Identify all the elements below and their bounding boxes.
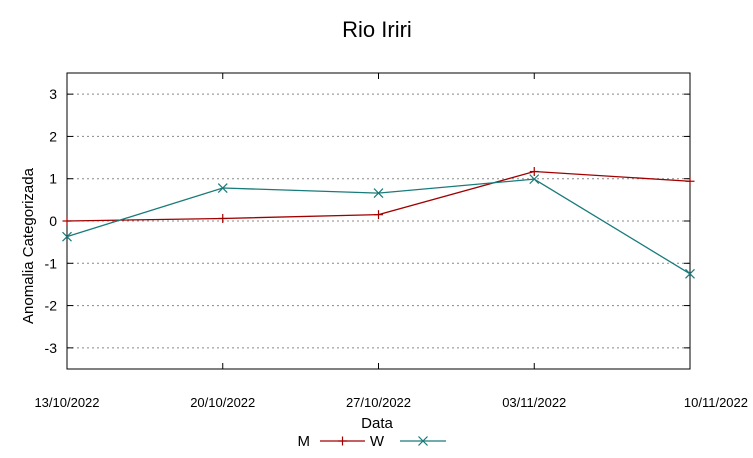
- chart-title: Rio Iriri: [342, 17, 412, 42]
- data-point: [374, 210, 383, 220]
- y-axis-label: Anomalia Categorizada: [20, 167, 37, 324]
- legend-label: W: [370, 433, 385, 450]
- data-point: [62, 231, 72, 242]
- y-tick-label: 3: [49, 86, 57, 102]
- x-tick-label: 13/10/2022: [34, 395, 99, 410]
- grid-lines: [67, 93, 690, 349]
- y-tick-label: 1: [49, 171, 57, 187]
- y-tick-label: -2: [45, 298, 58, 314]
- y-tick-label: 0: [49, 213, 57, 229]
- data-point: [217, 183, 228, 193]
- data-point: [685, 268, 695, 279]
- data-point: [529, 167, 539, 177]
- x-tick-label: 27/10/2022: [346, 395, 411, 410]
- legend-label: M: [298, 433, 311, 450]
- x-tick-label: 20/10/2022: [190, 395, 255, 410]
- y-tick-label: -1: [45, 255, 58, 271]
- data-point: [418, 436, 428, 446]
- y-tick-label: 2: [49, 128, 57, 144]
- data-point: [338, 436, 347, 446]
- data-point: [373, 188, 384, 199]
- y-tick-label: -3: [45, 340, 58, 356]
- series-group: [62, 167, 695, 279]
- x-ticks: 13/10/2022 20/10/2022 27/10/2022 03/11/2022…: [34, 73, 748, 410]
- y-ticks: -3 -2 -1 0 1 2 3: [45, 86, 690, 356]
- data-point: [62, 216, 72, 226]
- data-point: [529, 174, 540, 185]
- x-tick-label: 10/11/2022: [684, 395, 748, 410]
- data-point: [685, 176, 695, 186]
- data-point: [218, 213, 228, 223]
- x-tick-label: 03/11/2022: [502, 395, 566, 410]
- x-axis-label: Data: [361, 415, 393, 432]
